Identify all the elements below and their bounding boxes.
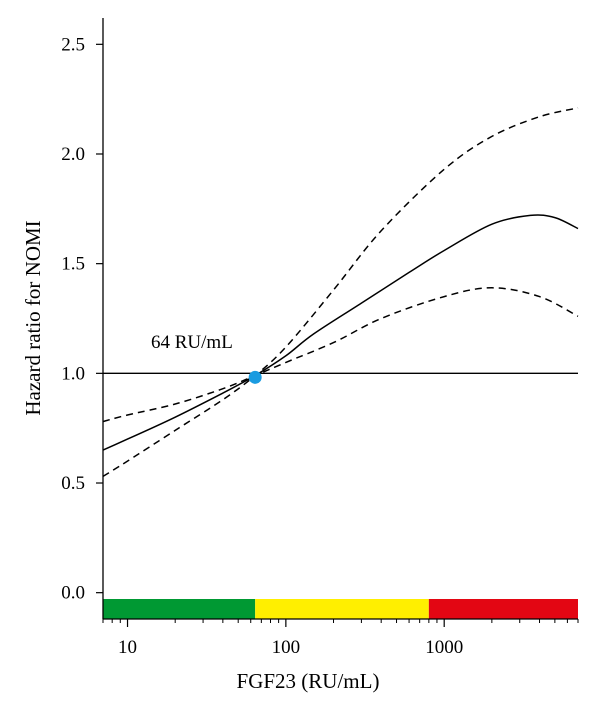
color-band-segment-3 (428, 599, 578, 619)
x-tick-label: 100 (272, 637, 301, 658)
y-tick-label: 0.0 (61, 583, 85, 604)
axes (96, 18, 579, 627)
y-tick-label: 1.5 (61, 254, 85, 275)
confidence-bound-line-1 (102, 287, 579, 423)
threshold-marker (248, 370, 262, 384)
annotation-label: 64 RU/mL (151, 332, 233, 353)
x-tick-label: 10 (118, 637, 137, 658)
annotation-layer (248, 370, 262, 384)
series-lines (102, 107, 579, 478)
y-tick-label: 2.5 (61, 34, 85, 55)
color-band-segment-2 (255, 599, 429, 619)
y-tick-label: 1.0 (61, 363, 85, 384)
tick-labels: 0.0 0.5 1.0 1.5 2.0 2.5 10 100 1000 (61, 34, 463, 658)
estimate-line (102, 214, 579, 451)
x-tick-label: 1000 (425, 637, 463, 658)
y-tick-label: 2.0 (61, 144, 85, 165)
x-axis-title: FGF23 (RU/mL) (237, 669, 380, 693)
confidence-bound-line-2 (102, 107, 579, 478)
color-band (103, 599, 578, 619)
y-tick-label: 0.5 (61, 473, 85, 494)
color-band-segment-1 (103, 599, 256, 619)
y-axis-title: Hazard ratio for NOMI (21, 220, 45, 415)
